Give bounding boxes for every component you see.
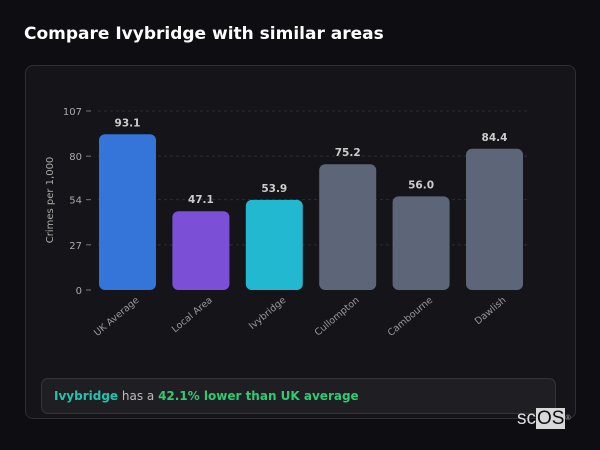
x-tick-label: Ivybridge bbox=[247, 295, 288, 332]
x-tick-label: Cullompton bbox=[313, 295, 362, 339]
y-tick-label: 54 bbox=[69, 196, 82, 207]
bar-cullompton bbox=[319, 164, 377, 290]
data-label: 56.0 bbox=[408, 179, 434, 191]
x-tick-label: Local Area bbox=[170, 295, 215, 335]
bar-local-area bbox=[172, 211, 230, 290]
y-tick-label: 0 bbox=[76, 286, 82, 297]
bar-cambourne bbox=[392, 196, 450, 290]
y-axis-label: Crimes per 1,000 bbox=[45, 157, 56, 244]
bar-ivybridge bbox=[245, 199, 303, 290]
scos-logo: scOS® bbox=[517, 408, 571, 429]
y-tick-label: 107 bbox=[63, 107, 82, 118]
summary-highlight: 42.1% lower than UK average bbox=[158, 389, 359, 403]
bar-uk-average bbox=[99, 134, 156, 290]
page-title: Compare Ivybridge with similar areas bbox=[24, 24, 384, 44]
bar-dawlish bbox=[466, 148, 523, 290]
data-label: 75.2 bbox=[335, 147, 361, 159]
x-tick-label: Cambourne bbox=[386, 295, 435, 339]
y-tick-label: 27 bbox=[69, 241, 82, 252]
summary-area: Ivybridge bbox=[54, 389, 119, 403]
data-label: 53.9 bbox=[261, 183, 287, 195]
x-tick-label: Dawlish bbox=[473, 295, 509, 327]
data-label: 47.1 bbox=[188, 194, 214, 206]
x-tick-label: UK Average bbox=[92, 295, 141, 339]
data-label: 84.4 bbox=[482, 132, 508, 144]
summary-text: has a bbox=[118, 389, 159, 403]
y-tick-label: 80 bbox=[69, 152, 82, 163]
summary-box: Ivybridge has a 42.1% lower than UK aver… bbox=[41, 378, 556, 414]
data-label: 93.1 bbox=[115, 117, 141, 129]
